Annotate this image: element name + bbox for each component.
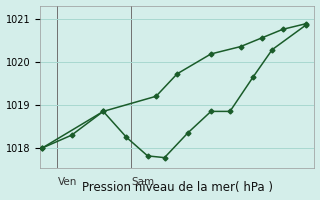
Text: Sam: Sam: [132, 177, 155, 187]
Text: Ven: Ven: [58, 177, 77, 187]
X-axis label: Pression niveau de la mer( hPa ): Pression niveau de la mer( hPa ): [82, 181, 273, 194]
